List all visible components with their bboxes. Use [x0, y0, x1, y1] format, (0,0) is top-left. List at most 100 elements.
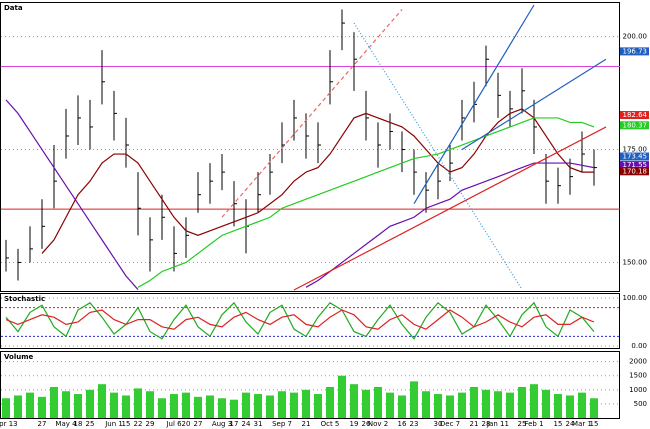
series-line [41, 108, 594, 254]
bar [74, 394, 82, 418]
bar [2, 398, 10, 418]
x-tick-label: 17 [230, 420, 239, 428]
bar [146, 391, 154, 418]
bar [206, 395, 214, 418]
y-tick-label: 200.00 [623, 33, 648, 41]
bar [182, 392, 190, 418]
x-tick-label: Mar 1 [572, 420, 592, 428]
price-label-box [620, 121, 649, 130]
panel-title: Stochastic [4, 295, 45, 303]
bar [302, 389, 310, 418]
bar [350, 384, 358, 418]
x-tick-label: 22 [134, 420, 143, 428]
y-tick-label: 175.00 [623, 146, 648, 154]
y-tick-label: 150.00 [623, 258, 648, 266]
bar [386, 392, 394, 418]
bar [410, 381, 418, 418]
bar [398, 395, 406, 418]
y-tick-label: 1500 [629, 372, 647, 380]
series-line [5, 99, 595, 290]
bar [122, 395, 130, 418]
bar [86, 389, 94, 418]
trendline [221, 9, 403, 218]
x-tick-label: 15 [122, 420, 131, 428]
trendline [461, 58, 607, 151]
bar [158, 398, 166, 418]
bar [362, 389, 370, 418]
bar [434, 394, 442, 418]
bar [110, 392, 118, 418]
y-tick-label: 500 [634, 400, 647, 408]
x-tick-label: 24 [566, 420, 575, 428]
bar [62, 391, 70, 418]
x-tick-label: Jul 6 [165, 420, 182, 428]
bar [254, 394, 262, 418]
bar [218, 398, 226, 418]
x-tick-label: Dec 7 [440, 420, 460, 428]
price-panel [0, 2, 620, 292]
bar [290, 392, 298, 418]
x-tick-label: 25 [518, 420, 527, 428]
bar [266, 395, 274, 418]
trendline [413, 4, 535, 205]
price-label-box [620, 47, 649, 56]
bar [422, 391, 430, 418]
trendline [293, 126, 607, 291]
x-tick-label: Jun 1 [104, 420, 123, 428]
x-tick-label: 15 [590, 420, 599, 428]
x-tick-label: 19 [350, 420, 359, 428]
bar [566, 395, 574, 418]
x-tick-label: 21 [470, 420, 479, 428]
bar [26, 392, 34, 418]
bar [506, 392, 514, 418]
y-tick-label: 1000 [629, 386, 647, 394]
x-tick-label: Jan 11 [486, 420, 509, 428]
x-tick-label: 30 [434, 420, 443, 428]
x-tick-label: Nov 2 [368, 420, 388, 428]
stochastic-panel [0, 293, 620, 349]
bar [470, 387, 478, 418]
bar [446, 395, 454, 418]
bar [14, 395, 22, 418]
bar [230, 399, 238, 418]
x-tick-label: 26 [362, 420, 371, 428]
bar [554, 394, 562, 418]
x-tick-label: 15 [554, 420, 563, 428]
bar [314, 394, 322, 418]
price-label: 171.55 [623, 161, 648, 169]
bar [170, 394, 178, 418]
x-tick-label: 18 [74, 420, 83, 428]
bar [98, 384, 106, 418]
bar [134, 388, 142, 418]
x-tick-label: 20 [182, 420, 191, 428]
bar [338, 375, 346, 418]
y-tick-label: 2000 [629, 358, 647, 366]
x-tick-label: 31 [254, 420, 263, 428]
price-label: 173.45 [623, 153, 648, 161]
bar [374, 387, 382, 418]
bar [278, 391, 286, 418]
x-tick-label: 29 [146, 420, 155, 428]
price-label-box [620, 167, 649, 176]
y-tick-label: 0.00 [631, 342, 647, 350]
bar [518, 387, 526, 418]
price-label-box [620, 111, 649, 120]
price-label: 170.18 [623, 167, 648, 175]
panel-title: Volume [4, 353, 34, 361]
price-label-box [620, 152, 649, 161]
bar [194, 396, 202, 418]
bar [38, 396, 46, 418]
x-tick-label: 16 [398, 420, 407, 428]
x-tick-label: Aug 3 [212, 420, 232, 428]
volume-panel [0, 351, 620, 419]
x-tick-label: 28 [482, 420, 491, 428]
bar [590, 398, 598, 418]
x-tick-label: Feb 1 [524, 420, 543, 428]
bar [542, 389, 550, 418]
x-tick-label: 27 [194, 420, 203, 428]
price-label-box [620, 161, 649, 170]
series-line [5, 301, 595, 340]
bar [326, 387, 334, 418]
